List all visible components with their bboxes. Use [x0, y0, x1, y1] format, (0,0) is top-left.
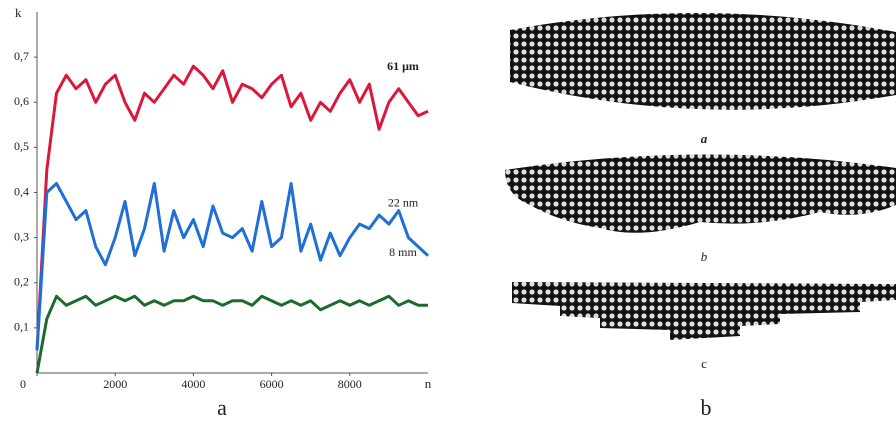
x-tick-label: 4000: [181, 377, 205, 391]
atom-chain-c: [512, 282, 896, 340]
left-caption: a: [217, 395, 227, 420]
x-tick-label: 8000: [338, 377, 362, 391]
y-tick-label: 0,3: [14, 229, 29, 243]
y-tick-label: 0,7: [14, 49, 29, 63]
image-label: c: [701, 356, 707, 371]
y-tick-label: 0,1: [14, 320, 29, 334]
series-label: 61 μm: [387, 59, 419, 73]
series-label: 8 mm: [389, 245, 417, 259]
atom-chain-a: [510, 12, 896, 110]
y-axis-label: k: [15, 5, 22, 20]
y-tick-label: 0,4: [14, 184, 29, 198]
image-label: b: [701, 249, 708, 264]
x-tick-label: 2000: [103, 377, 127, 391]
series-label: 22 nm: [388, 195, 419, 209]
x-tick-label: 0: [20, 377, 26, 391]
series-line: [35, 64, 429, 351]
series-line: [35, 294, 428, 374]
y-tick-label: 0,6: [14, 94, 29, 108]
x-axis-label: n: [425, 376, 432, 391]
y-tick-label: 0,5: [14, 139, 29, 153]
series-line: [35, 182, 430, 351]
right-caption: b: [701, 395, 712, 420]
image-label: a: [701, 131, 708, 146]
y-tick-label: 0,2: [14, 275, 29, 289]
atom-chain-b: [505, 154, 896, 233]
x-tick-label: 6000: [260, 377, 284, 391]
image-panel: a b c: [505, 12, 896, 371]
